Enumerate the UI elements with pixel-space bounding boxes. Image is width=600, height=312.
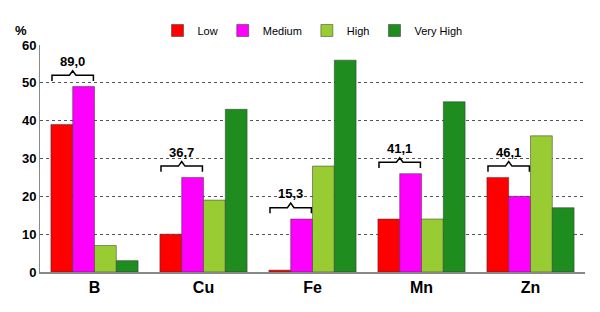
svg-text:89,0: 89,0 xyxy=(60,54,85,69)
svg-text:Cu: Cu xyxy=(193,279,214,296)
svg-text:10: 10 xyxy=(22,227,36,242)
svg-text:15,3: 15,3 xyxy=(278,186,303,201)
svg-text:Low: Low xyxy=(198,25,218,37)
svg-text:41,1: 41,1 xyxy=(387,141,412,156)
svg-text:B: B xyxy=(89,279,101,296)
svg-text:50: 50 xyxy=(22,75,36,90)
svg-text:Fe: Fe xyxy=(303,279,322,296)
svg-text:Mn: Mn xyxy=(410,279,433,296)
svg-text:0: 0 xyxy=(29,265,36,280)
svg-text:Very High: Very High xyxy=(414,25,462,37)
svg-text:Zn: Zn xyxy=(521,279,541,296)
svg-text:High: High xyxy=(347,25,370,37)
svg-text:%: % xyxy=(15,23,27,38)
svg-text:60: 60 xyxy=(22,38,36,53)
svg-text:46,1: 46,1 xyxy=(496,145,521,160)
svg-text:30: 30 xyxy=(22,151,36,166)
svg-text:20: 20 xyxy=(22,189,36,204)
svg-text:36,7: 36,7 xyxy=(169,145,194,160)
svg-text:Medium: Medium xyxy=(263,25,302,37)
svg-text:40: 40 xyxy=(22,113,36,128)
